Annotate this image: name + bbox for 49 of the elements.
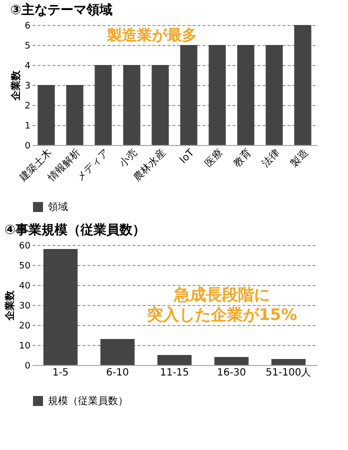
legend-label: 規模（従業員数） [48,395,128,407]
y-tick-label: 5 [24,42,30,52]
bar [237,45,254,145]
x-tick-label: 6-10 [106,368,129,378]
bar [214,357,249,365]
y-tick-label: 60 [19,242,31,252]
bar [208,45,226,145]
x-tick-label: IoT [178,146,198,166]
x-tick-label: 法律 [259,146,282,170]
bar [38,85,55,145]
x-tick-label: 11-15 [160,368,190,378]
y-tick-label: 1 [24,122,30,132]
y-tick-label: 2 [24,102,30,112]
x-tick-label: 小売 [116,146,140,170]
bar [100,339,135,365]
x-tick-label: 医療 [202,146,226,170]
bar [157,355,192,365]
bar [294,25,312,145]
y-axis-title: 企業数 [4,290,16,322]
x-tick-label: 教育 [230,146,254,170]
y-tick-label: 10 [19,342,31,352]
y-tick-label: 4 [24,62,31,72]
bar [180,45,198,145]
bar [266,45,283,145]
y-tick-label: 40 [19,282,31,292]
y-tick-label: 20 [19,322,31,332]
y-tick-label: 30 [19,302,31,312]
bar [66,85,84,145]
annotation: 製造業が最多 [106,26,197,44]
y-tick-label: 3 [24,82,30,92]
y-tick-label: 50 [19,262,31,272]
legend-label: 領域 [48,201,68,213]
x-tick-label: 16-30 [216,368,246,378]
chart-title: ④事業規模（従業員数） [4,223,146,238]
x-tick-label: 製造 [288,146,311,170]
chart-title: ③主なテーマ領域 [10,2,112,18]
bar [152,65,169,145]
annotation: 急成長段階に [173,285,270,304]
y-tick-label: 6 [24,22,31,32]
x-tick-label: 51-100人 [266,368,312,378]
annotation: 突入した企業が15% [146,305,298,324]
y-tick-label: 0 [24,362,31,372]
y-axis-title: 企業数 [10,70,22,102]
y-tick-label: 0 [24,142,31,152]
bar [43,249,78,365]
x-tick-label: 1-5 [52,368,69,378]
bar [123,65,140,145]
bar [94,65,112,145]
bar [271,359,306,365]
